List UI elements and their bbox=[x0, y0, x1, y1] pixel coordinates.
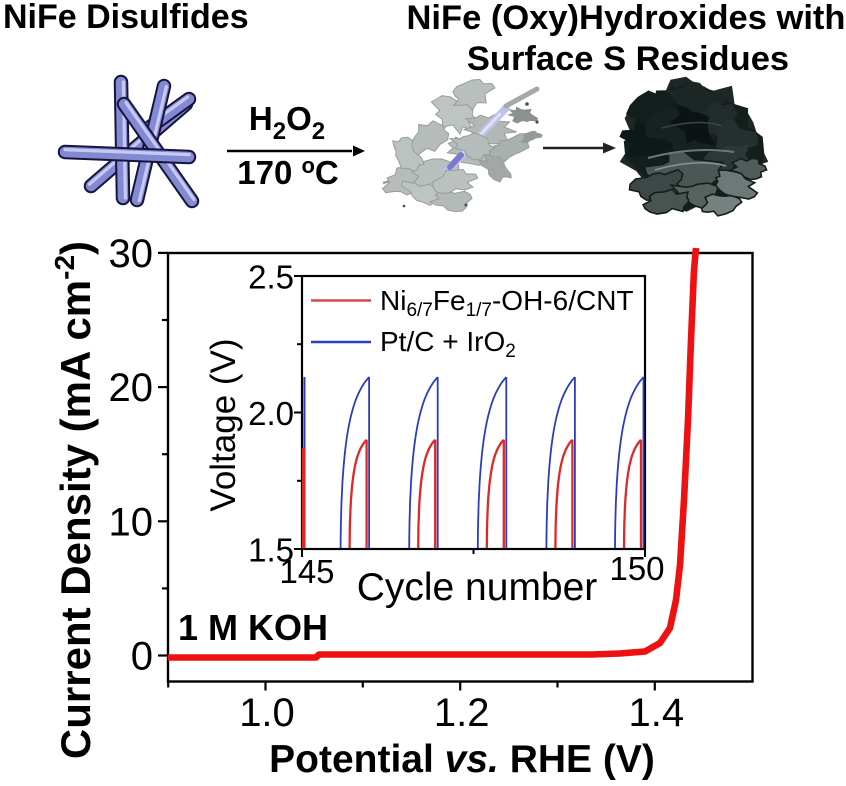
svg-text:30: 30 bbox=[109, 232, 154, 276]
svg-text:Current Density (mA cm-2): Current Density (mA cm-2) bbox=[49, 241, 99, 759]
svg-text:Cycle number: Cycle number bbox=[357, 566, 598, 609]
svg-text:2.0: 2.0 bbox=[248, 395, 294, 432]
svg-text:2.5: 2.5 bbox=[248, 259, 294, 296]
svg-text:Potential vs. RHE (V): Potential vs. RHE (V) bbox=[269, 738, 655, 781]
svg-text:10: 10 bbox=[109, 500, 154, 544]
svg-text:145: 145 bbox=[279, 553, 334, 590]
svg-text:150: 150 bbox=[609, 550, 664, 587]
svg-text:NiFe Disulfides: NiFe Disulfides bbox=[3, 0, 249, 36]
svg-text:1.5: 1.5 bbox=[248, 532, 294, 569]
svg-text:1.4: 1.4 bbox=[628, 691, 684, 735]
svg-text:1.2: 1.2 bbox=[434, 691, 490, 735]
svg-text:Surface S Residues: Surface S Residues bbox=[467, 40, 789, 78]
svg-text:Voltage (V): Voltage (V) bbox=[204, 338, 243, 511]
svg-text:Pt/C + IrO2: Pt/C + IrO2 bbox=[380, 326, 516, 362]
svg-text:1.0: 1.0 bbox=[239, 691, 295, 735]
svg-text:NiFe (Oxy)Hydroxides with: NiFe (Oxy)Hydroxides with bbox=[407, 0, 846, 37]
svg-text:1 M KOH: 1 M KOH bbox=[178, 607, 328, 648]
svg-text:170 oC: 170 oC bbox=[237, 153, 339, 191]
svg-text:0: 0 bbox=[131, 635, 153, 679]
svg-text:20: 20 bbox=[109, 366, 154, 410]
